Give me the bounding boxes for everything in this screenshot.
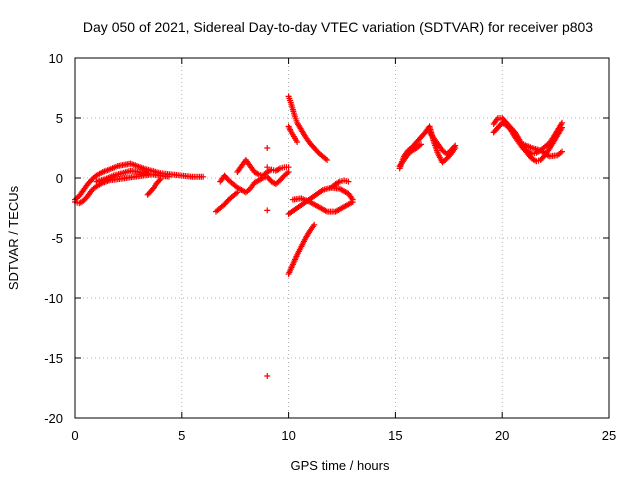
series-arc-early-mid [93,167,151,185]
series-arc-15h-lower [396,141,425,169]
y-tick-label: 5 [56,111,63,126]
y-tick-label: -20 [44,411,63,426]
data-point [264,373,271,379]
plot-frame [74,57,610,419]
data-point [451,143,458,150]
data-point [311,221,318,228]
x-tick-label: 10 [281,428,295,443]
y-tick-label: -15 [44,351,63,366]
data-point [264,164,271,171]
series-arc-10h-mid-b [289,195,356,215]
data-point [264,207,271,214]
x-tick-label: 25 [602,428,616,443]
data-point [324,157,331,163]
series-arc-3h-descent [144,176,164,198]
series-arc-8h-dip [212,189,241,215]
data-point [285,169,292,175]
x-tick-label: 20 [495,428,509,443]
data-point [349,199,356,205]
data-point [200,173,207,180]
data-point [234,189,241,196]
y-tick-label: 10 [49,51,63,66]
axis-ticks: 0 5 10 15 20 25 -20 -15 -10 -5 0 5 10 [44,51,616,443]
data-point [452,142,459,149]
data-point [418,141,425,148]
x-tick-label: 15 [388,428,402,443]
data-point [345,178,352,185]
data-point [559,119,566,126]
data-point [157,176,164,183]
series-arc-early-lower [72,171,172,207]
y-tick-label: 0 [56,171,63,186]
series-arc-10h-rise [285,93,331,163]
grid [75,58,609,418]
series-arc-8h-lower [217,169,292,196]
chart-title: Day 050 of 2021, Sidereal Day-to-day VTE… [83,19,593,35]
data-point [165,173,172,180]
series-arc-early-upper [72,160,207,203]
series-arc-12h-small [328,177,352,191]
series-arc-20h-c [520,141,566,160]
y-axis-label: SDTVAR / TECUs [6,185,21,290]
y-tick-label: -5 [51,231,63,246]
y-tick-label: -10 [44,291,63,306]
data-points [72,93,566,379]
x-tick-label: 0 [71,428,78,443]
data-point [294,139,301,145]
series-arc-10h-low [285,221,318,277]
series-outliers [264,145,271,379]
x-axis-label: GPS time / hours [291,458,390,473]
series-arc-15h [396,123,459,172]
data-point [264,145,271,151]
data-point [144,170,151,177]
data-point [156,177,163,184]
x-tick-label: 5 [178,428,185,443]
series-arc-10h-short [285,123,301,145]
data-point [559,148,566,155]
series-arc-16h-upper [426,129,459,157]
